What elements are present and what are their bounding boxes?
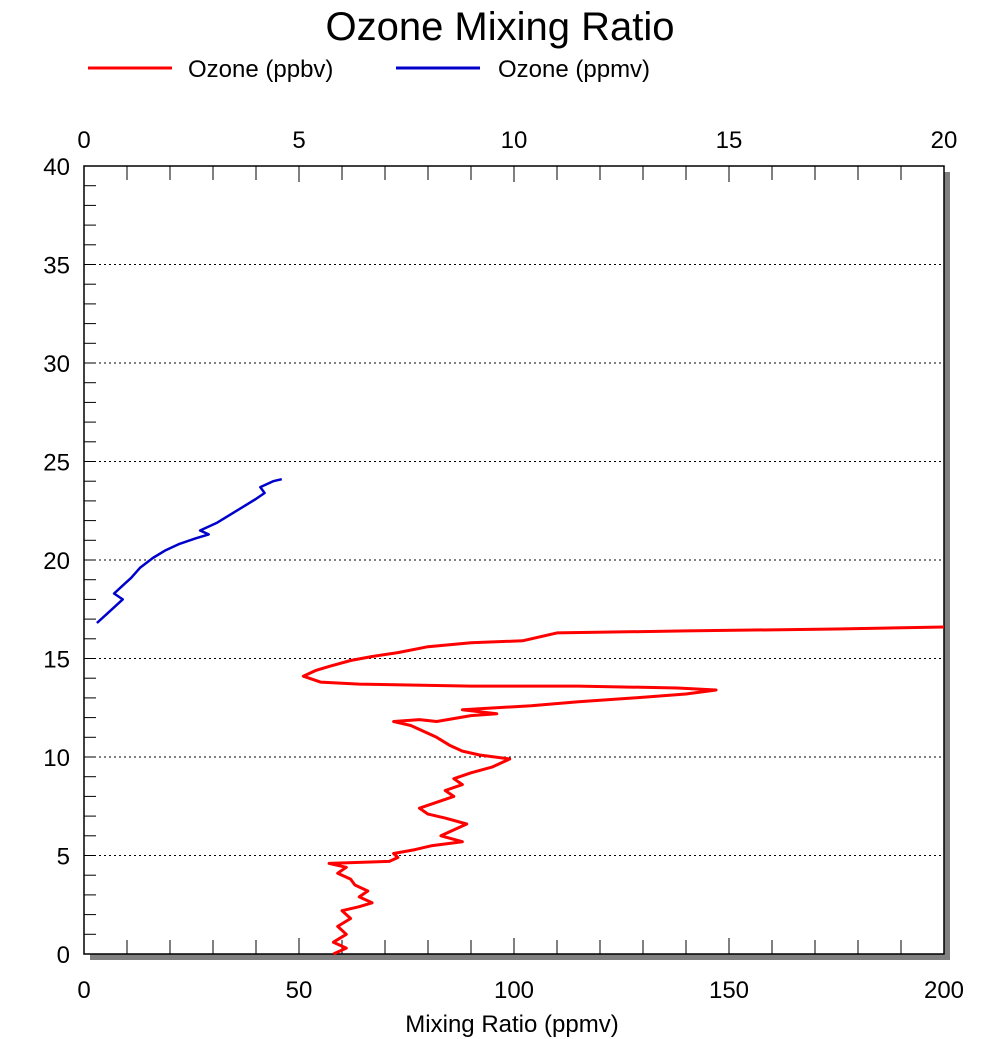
y-tick-label: 0	[57, 942, 70, 969]
legend: Ozone (ppbv) Ozone (ppmv)	[88, 56, 650, 83]
y-tick-label: 25	[43, 450, 70, 477]
y-tick-label: 10	[43, 745, 70, 772]
x2-tick-label: 15	[716, 127, 743, 154]
y-tick-label: 20	[43, 548, 70, 575]
x-axis-label: Mixing Ratio (ppmv)	[405, 1011, 618, 1038]
x-tick-label: 100	[494, 977, 534, 1004]
series-line-ozone-ppbv	[301, 625, 945, 956]
x-tick-label: 50	[286, 977, 313, 1004]
x2-tick-label: 0	[77, 127, 90, 154]
tick-marks	[83, 165, 945, 955]
y-tick-label: 35	[43, 253, 70, 280]
chart-title: Ozone Mixing Ratio	[325, 5, 674, 49]
y-tick-label: 15	[43, 647, 70, 674]
x-tick-label: 150	[709, 977, 749, 1004]
x-tick-label: 0	[77, 977, 90, 1004]
series-group	[96, 477, 945, 956]
y-tick-label: 40	[43, 154, 70, 181]
x2-tick-label: 20	[931, 127, 958, 154]
x-tick-label: 200	[924, 977, 964, 1004]
legend-label-ozone-ppbv: Ozone (ppbv)	[188, 56, 333, 83]
y-tick-label: 30	[43, 351, 70, 378]
series-line-ozone-ppmv	[96, 477, 283, 624]
x2-tick-label: 10	[501, 127, 528, 154]
tick-labels: 0 5 10 15 20 25 30 35 40 0 50 100 150 200 0 5 10 15 20	[43, 127, 964, 1004]
x2-tick-label: 5	[292, 127, 305, 154]
gridlines	[84, 264, 944, 856]
y-tick-label: 5	[57, 844, 70, 871]
legend-label-ozone-ppmv: Ozone (ppmv)	[498, 56, 650, 83]
